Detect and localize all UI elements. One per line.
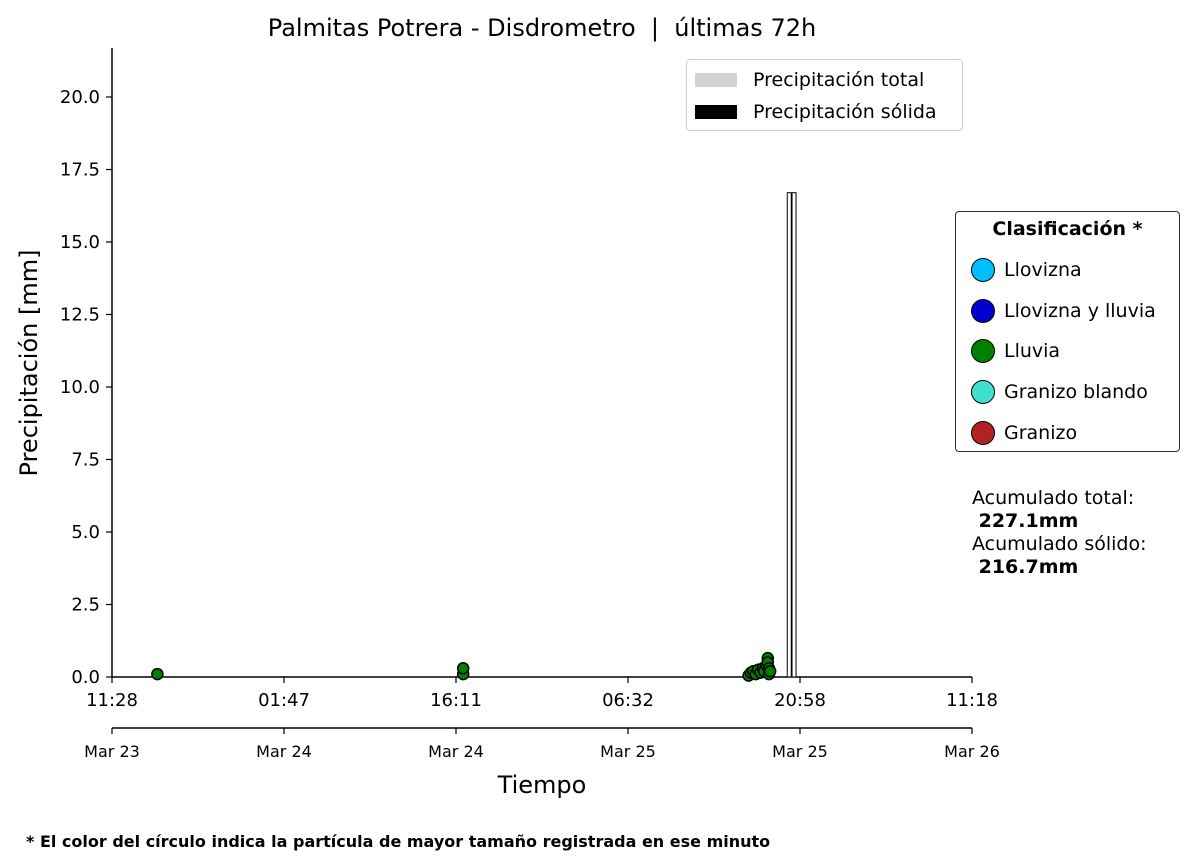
legend-item-total: Precipitación total bbox=[695, 69, 924, 91]
date-tick-label: Mar 25 bbox=[772, 742, 828, 761]
y-tick-label: 10.0 bbox=[60, 377, 100, 398]
date-tick-label: Mar 25 bbox=[600, 742, 656, 761]
accumulated-total-label: Acumulado total: bbox=[972, 487, 1135, 509]
classification-label: Granizo blando bbox=[1004, 381, 1148, 403]
bars-layer bbox=[786, 192, 797, 678]
classification-label: Llovizna bbox=[1004, 259, 1082, 281]
classification-legend: Clasificación * Llovizna Llovizna y lluv… bbox=[955, 211, 1180, 452]
points-layer bbox=[151, 651, 777, 682]
date-tick-label: Mar 24 bbox=[256, 742, 312, 761]
x-tick-label: 11:28 bbox=[86, 690, 138, 711]
classification-dot-llovizna-y-lluvia bbox=[971, 299, 995, 323]
classification-dot-granizo-blando bbox=[971, 380, 995, 404]
accumulated-total-number: 227.1mm bbox=[972, 510, 1079, 532]
axes: 0.0 2.5 5.0 7.5 10.0 12.5 15.0 17.5 20.0 11:28 01:… bbox=[60, 48, 1000, 761]
x-tick-label: 01:47 bbox=[258, 690, 310, 711]
accumulated-solid-value: 216.7mm bbox=[972, 556, 1079, 579]
classification-label: Granizo bbox=[1004, 422, 1078, 444]
x-tick-label: 11:18 bbox=[946, 690, 998, 711]
data-point bbox=[763, 664, 777, 678]
y-tick-label: 0.0 bbox=[71, 667, 100, 688]
accumulated-total-value: 227.1mm bbox=[972, 510, 1079, 533]
classification-title: Clasificación * bbox=[992, 218, 1143, 240]
classification-item-llovizna-y-lluvia: Llovizna y lluvia bbox=[971, 299, 1156, 323]
x-tick-label: 16:11 bbox=[430, 690, 482, 711]
footnote: * El color del círculo indica la partícu… bbox=[26, 832, 771, 851]
y-tick-label: 20.0 bbox=[60, 87, 100, 108]
accumulated-solid-label: Acumulado sólido: bbox=[972, 533, 1147, 555]
series-legend: Precipitación total Precipitación sólida bbox=[686, 59, 963, 131]
date-tick-label: Mar 26 bbox=[944, 742, 1000, 761]
classification-dot-granizo bbox=[971, 421, 995, 445]
legend-label-total: Precipitación total bbox=[753, 69, 925, 91]
x-tick-label: 06:32 bbox=[602, 690, 654, 711]
legend-item-solid: Precipitación sólida bbox=[695, 101, 937, 123]
classification-label: Lluvia bbox=[1004, 340, 1061, 362]
x-axis-label: Tiempo bbox=[497, 771, 587, 799]
classification-dot-llovizna bbox=[971, 258, 995, 282]
classification-label: Llovizna y lluvia bbox=[1004, 300, 1156, 322]
y-tick-label: 5.0 bbox=[71, 522, 100, 543]
y-tick-label: 7.5 bbox=[71, 450, 100, 471]
y-axis-label: Precipitación [mm] bbox=[15, 250, 43, 477]
bar-solid bbox=[786, 192, 792, 678]
legend-swatch-total bbox=[695, 73, 737, 87]
y-tick-label: 17.5 bbox=[60, 160, 100, 181]
date-tick-label: Mar 23 bbox=[84, 742, 140, 761]
legend-label-solid: Precipitación sólida bbox=[753, 101, 937, 123]
classification-item-granizo-blando: Granizo blando bbox=[971, 380, 1148, 404]
accumulated-solid-number: 216.7mm bbox=[972, 556, 1079, 578]
date-tick-label: Mar 24 bbox=[428, 742, 484, 761]
classification-item-llovizna: Llovizna bbox=[971, 258, 1082, 282]
data-point bbox=[456, 662, 470, 675]
data-point bbox=[151, 667, 164, 681]
legend-swatch-solid bbox=[695, 105, 737, 119]
y-tick-label: 12.5 bbox=[60, 305, 100, 326]
classification-item-granizo: Granizo bbox=[971, 421, 1077, 445]
chart-title: Palmitas Potrera - Disdrometro | últimas… bbox=[268, 14, 816, 42]
x-tick-label: 20:58 bbox=[774, 690, 826, 711]
bar-solid bbox=[791, 192, 797, 678]
y-tick-label: 2.5 bbox=[71, 595, 100, 616]
classification-item-lluvia: Lluvia bbox=[971, 339, 1060, 363]
classification-dot-lluvia bbox=[971, 339, 995, 363]
y-tick-label: 15.0 bbox=[60, 232, 100, 253]
